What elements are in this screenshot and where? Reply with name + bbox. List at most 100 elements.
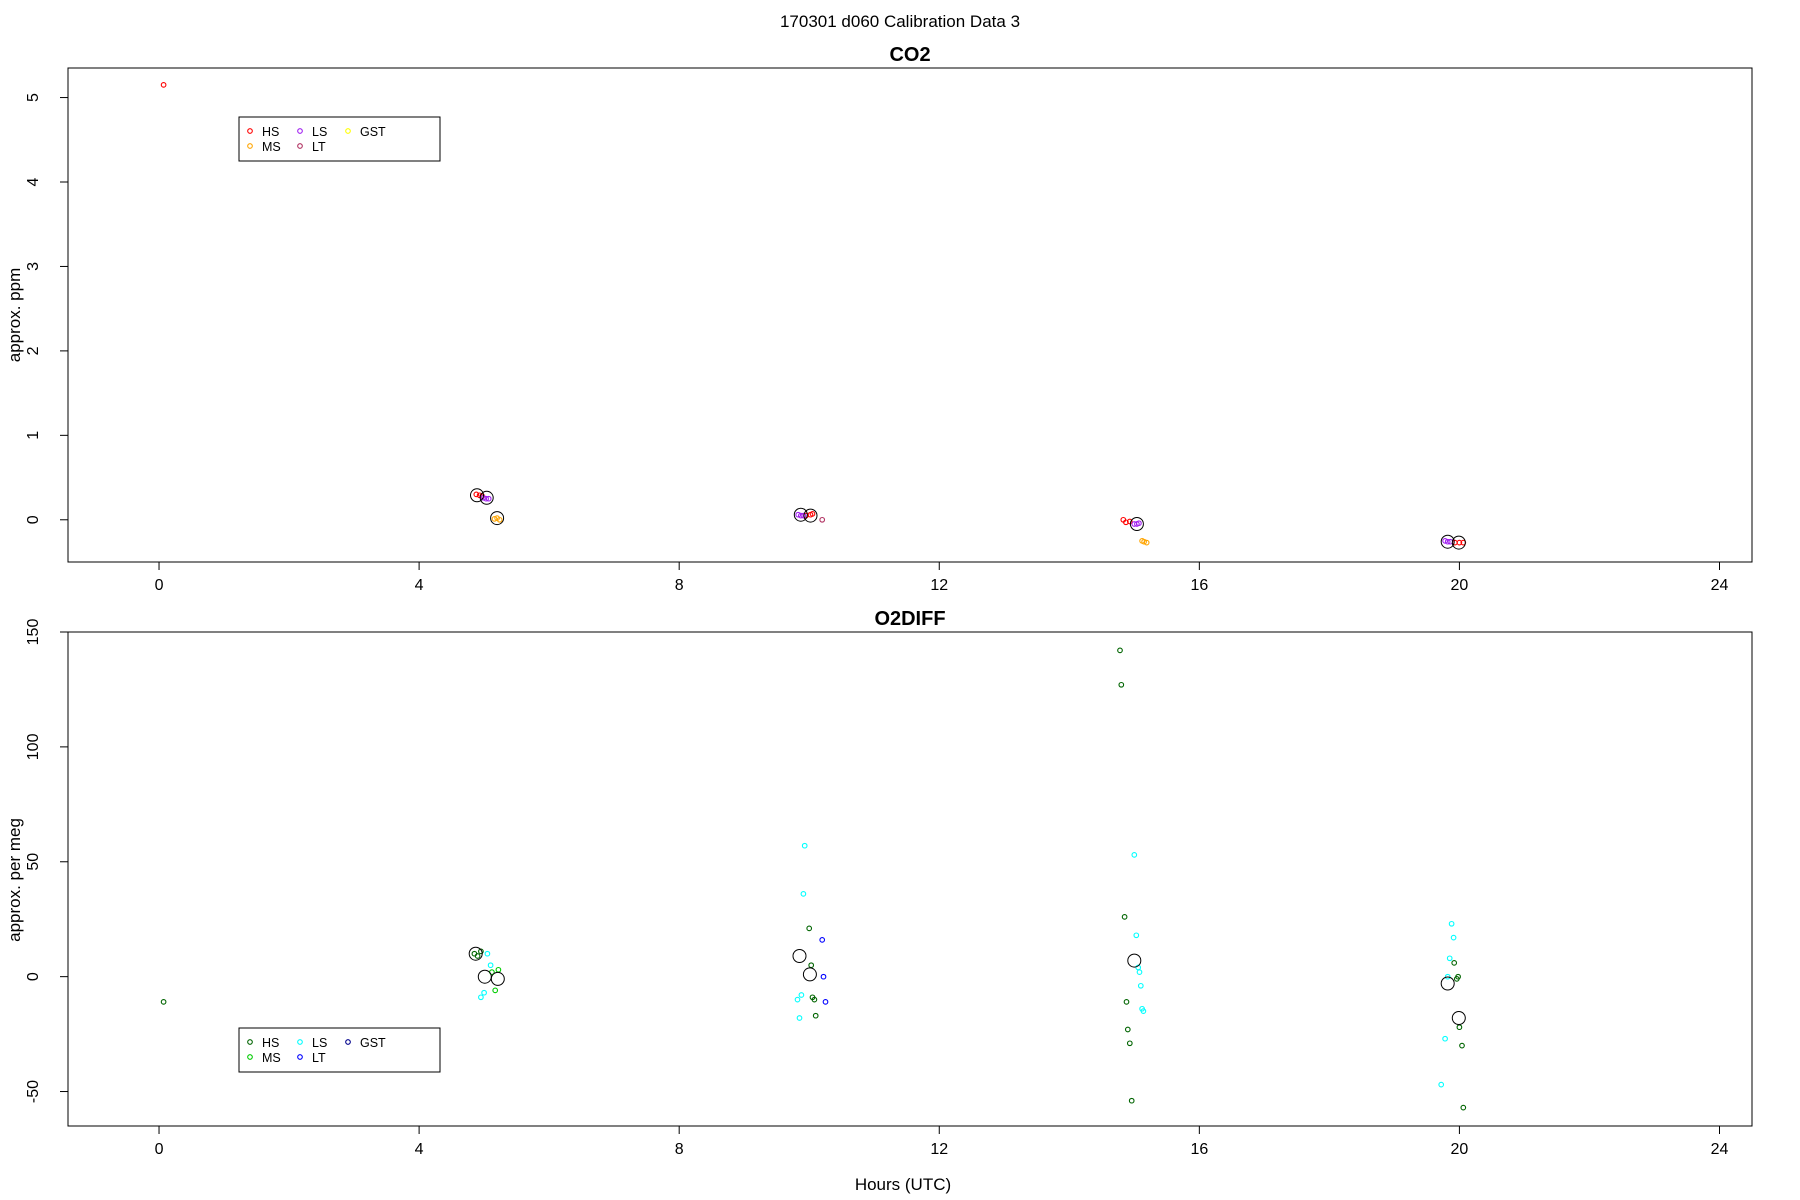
o2diff-y-tick-label: 0 [25, 972, 42, 981]
co2-mean-circle [490, 511, 505, 526]
co2-title: CO2 [889, 44, 930, 66]
co2-point-ms [1143, 539, 1150, 546]
co2-point-hs [1456, 539, 1463, 546]
o2diff-point-ls [487, 962, 494, 969]
o2diff-point-hs [1459, 1042, 1465, 1049]
o2diff-legend-marker-lt [297, 1054, 303, 1060]
co2-point-ls [483, 495, 489, 502]
co2-y-tick-label: 0 [25, 515, 42, 524]
o2diff-y-tick-label: 150 [25, 619, 42, 646]
o2diff-y-axis: -50 0 50 100 150 [25, 619, 69, 1103]
co2-legend-label-hs: HS [262, 125, 279, 139]
o2diff-point-hs [1121, 914, 1128, 920]
co2-legend-marker-ms [247, 143, 253, 149]
o2diff-x-tick-label: 4 [415, 1141, 424, 1158]
co2-mean-circle [803, 508, 818, 523]
o2diff-x-tick-label: 20 [1451, 1141, 1469, 1158]
o2diff-point-lt [820, 973, 827, 980]
o2diff-point-ls [1450, 934, 1457, 941]
o2diff-point-hs [808, 962, 815, 969]
o2diff-point-hs [806, 925, 813, 932]
o2diff-point-ls [478, 994, 484, 1001]
co2-point-ls [1442, 538, 1448, 544]
co2-mean-circle [1451, 535, 1466, 550]
o2diff-point-ms [492, 987, 499, 994]
co2-point-ls [1444, 538, 1451, 545]
co2-point-ms [496, 516, 503, 523]
o2diff-legend-marker-ls [297, 1039, 303, 1045]
co2-legend-label-ls: LS [312, 125, 327, 139]
figure-title: 170301 d060 Calibration Data 3 [780, 12, 1020, 31]
o2diff-point-hs [1456, 1024, 1463, 1031]
o2diff-x-tick-label: 12 [930, 1141, 948, 1158]
co2-mean-circle [479, 490, 494, 505]
o2diff-point-hs [160, 999, 167, 1005]
co2-legend-box [238, 116, 441, 162]
o2diff-point-hs [1118, 681, 1125, 688]
co2-x-tick-label: 12 [930, 577, 948, 594]
o2diff-point-ls [796, 1015, 803, 1021]
x-axis-label: Hours (UTC) [855, 1175, 951, 1194]
co2-point-ls [485, 495, 492, 502]
co2-point-hs [1123, 519, 1129, 526]
o2diff-point-ls [1444, 973, 1451, 980]
o2diff-point-ls [798, 992, 805, 998]
co2-point-lt [819, 516, 826, 523]
o2diff-mean-circle [477, 969, 492, 984]
o2diff-point-ls [1442, 1035, 1448, 1042]
o2diff-legend-box [238, 1027, 441, 1073]
o2diff-point-lt [819, 937, 826, 943]
o2diff-point-hs [811, 996, 818, 1003]
o2diff-legend-label-hs: HS [262, 1036, 279, 1050]
co2-y-tick-label: 3 [25, 262, 42, 271]
o2diff-point-hs [812, 1012, 819, 1019]
co2-x-tick-label: 0 [155, 577, 164, 594]
o2diff-legend-label-gst: GST [360, 1036, 386, 1050]
o2diff-point-ls [794, 996, 801, 1003]
co2-point-ls [1136, 520, 1142, 527]
o2diff-mean-circle [802, 967, 817, 982]
o2diff-legend-label-ms: MS [262, 1051, 281, 1065]
o2diff-point-hs [474, 953, 481, 959]
co2-x-tick-label: 16 [1190, 577, 1208, 594]
co2-x-tick-label: 20 [1451, 577, 1469, 594]
o2diff-point-hs [1126, 1040, 1133, 1047]
o2diff-mean-circle [490, 971, 505, 986]
co2-y-tick-label: 5 [25, 93, 42, 102]
o2diff-legend-marker-gst [345, 1039, 351, 1045]
o2diff-point-hs [1128, 1097, 1135, 1104]
o2diff-point-hs [1460, 1104, 1467, 1111]
co2-y-tick-label: 1 [25, 431, 42, 440]
o2diff-mean-circle [1127, 953, 1142, 968]
co2-y-tick-label: 4 [25, 177, 42, 186]
co2-point-ms [491, 516, 498, 522]
co2-point-hs [1126, 518, 1133, 525]
o2diff-point-hs [1455, 973, 1461, 980]
o2diff-point-hs [1117, 647, 1123, 654]
o2diff-mean-circle [792, 949, 807, 963]
o2diff-point-hs [1124, 1026, 1131, 1033]
o2diff-point-ls [1438, 1081, 1445, 1088]
co2-x-axis: 0 4 8 12 16 20 24 [155, 561, 1728, 594]
co2-point-ls [795, 511, 802, 518]
o2diff-y-tick-label: -50 [25, 1080, 42, 1103]
o2diff-ylabel: approx. per meg [5, 818, 24, 942]
o2diff-mean-circle [468, 946, 483, 961]
co2-point-hs [809, 511, 816, 517]
co2-y-tick-label: 2 [25, 346, 42, 355]
o2diff-legend-label-ls: LS [312, 1036, 327, 1050]
co2-legend-label-gst: GST [360, 125, 386, 139]
o2diff-legend-marker-ms [247, 1054, 253, 1060]
o2diff-legend-marker-hs [247, 1039, 253, 1045]
o2diff-point-lt [822, 999, 829, 1005]
o2diff-point-ls [481, 989, 487, 996]
o2diff-point-ls [801, 842, 808, 849]
o2diff-x-tick-label: 16 [1190, 1141, 1208, 1158]
co2-point-hs [160, 82, 167, 88]
o2diff-point-ls [1137, 982, 1144, 989]
o2diff-point-ms [495, 966, 502, 973]
co2-legend-label-lt: LT [312, 140, 326, 154]
